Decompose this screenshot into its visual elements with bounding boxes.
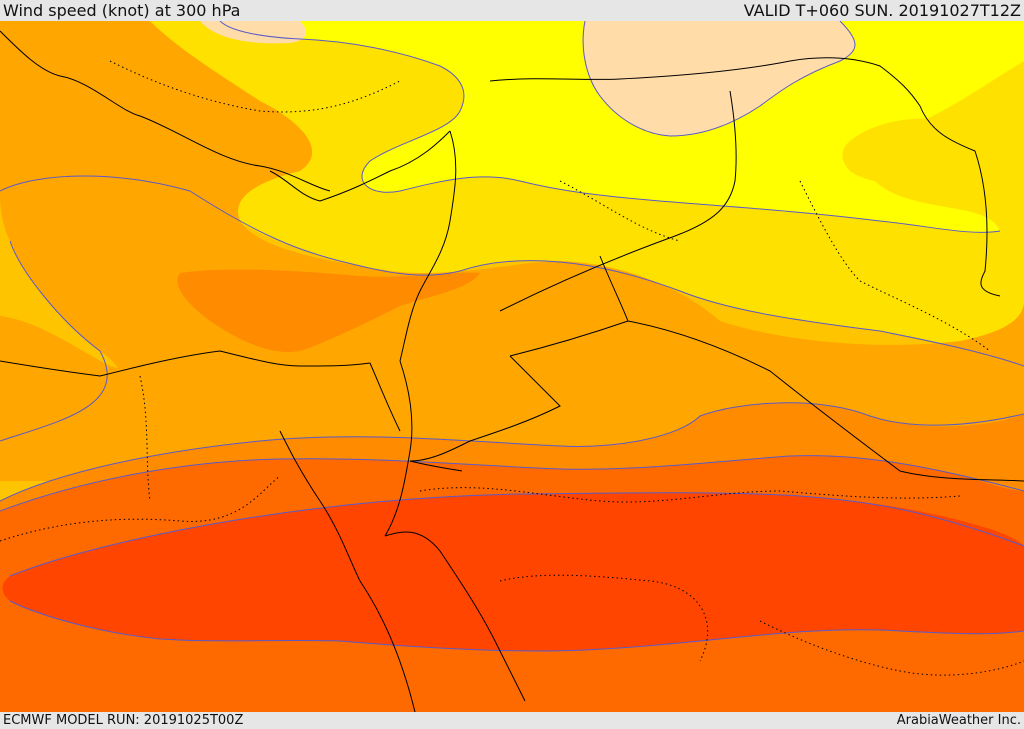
footer-bar: ECMWF MODEL RUN: 20191025T00Z ArabiaWeat… xyxy=(0,712,1024,729)
valid-time: VALID T+060 SUN. 20191027T12Z xyxy=(743,1,1021,20)
band-yellow xyxy=(220,21,1024,233)
band-dark-orange-mid xyxy=(177,269,480,352)
admin-borders xyxy=(0,60,1024,676)
map-svg xyxy=(0,21,1024,712)
map-title: Wind speed (knot) at 300 hPa xyxy=(3,1,241,20)
model-run: ECMWF MODEL RUN: 20191025T00Z xyxy=(3,713,244,728)
band-gold-east xyxy=(842,118,991,186)
header-bar: Wind speed (knot) at 300 hPa VALID T+060… xyxy=(0,0,1024,21)
band-orange-west xyxy=(0,21,1024,481)
contour-lines xyxy=(0,21,1024,652)
wind-speed-map[interactable] xyxy=(0,21,1024,712)
borders xyxy=(0,30,1024,712)
band-jet-core xyxy=(2,492,1024,651)
band-pale xyxy=(583,21,855,136)
credit: ArabiaWeather Inc. xyxy=(896,713,1021,728)
